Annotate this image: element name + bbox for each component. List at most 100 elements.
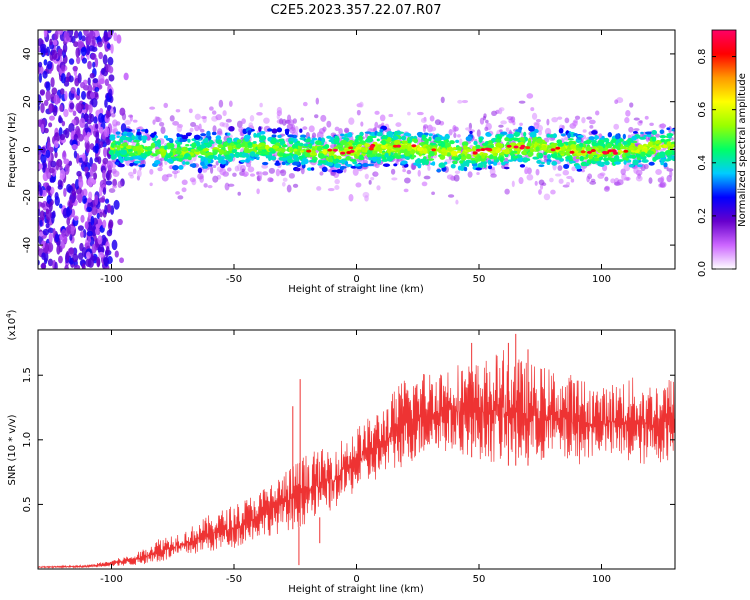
noise-blob [85, 34, 91, 46]
band-blob [284, 153, 290, 157]
band-blob [613, 161, 621, 165]
halo-blob [616, 179, 624, 186]
band-peak [520, 144, 526, 148]
band-blob [376, 132, 383, 137]
band-blob [322, 145, 330, 149]
halo-blob [256, 171, 260, 176]
band-blob [115, 131, 121, 135]
band-blob [443, 161, 448, 165]
band-blob [577, 136, 582, 140]
noise-blob [84, 122, 89, 133]
band-blob [366, 137, 374, 143]
halo-blob [215, 114, 223, 121]
noise-blob [92, 61, 96, 68]
halo-blob [256, 188, 260, 195]
halo-blob [581, 117, 586, 124]
band-blob [640, 151, 646, 157]
band-blob [639, 136, 647, 140]
band-blob [401, 135, 407, 141]
halo-blob [188, 108, 193, 114]
band-blob [335, 137, 340, 142]
band-blob [646, 150, 655, 155]
band-blob [113, 145, 121, 148]
band-blob [339, 166, 344, 171]
band-blob [126, 132, 134, 138]
band-blob [129, 162, 134, 167]
band-blob [358, 140, 366, 144]
noise-blob [66, 224, 72, 235]
halo-blob [505, 127, 510, 132]
noise-blob [99, 211, 103, 218]
halo-blob [319, 171, 324, 176]
noise-blob [41, 262, 47, 269]
band-blob [659, 129, 665, 134]
noise-blob [62, 150, 66, 158]
band-blob [462, 145, 469, 150]
halo-blob [589, 180, 597, 185]
band-blob [338, 147, 345, 151]
noise-blob [111, 239, 118, 251]
noise-blob [102, 157, 109, 165]
band-blob [218, 149, 225, 155]
band-blob [203, 137, 209, 144]
halo-blob [539, 184, 544, 190]
band-blob [597, 162, 605, 167]
halo-blob [446, 174, 454, 180]
noise-blob [51, 49, 58, 61]
halo-blob [217, 128, 223, 135]
halo-blob [222, 110, 227, 117]
noise-blob [48, 168, 55, 174]
band-blob [598, 156, 604, 161]
halo-blob [149, 168, 154, 175]
halo-blob [374, 110, 380, 115]
band-blob [643, 134, 647, 138]
halo-blob [633, 117, 640, 121]
noise-blob [106, 43, 111, 49]
band-blob [119, 145, 124, 148]
halo-blob [311, 132, 317, 139]
halo-blob [417, 169, 421, 177]
noise-blob [112, 178, 118, 187]
noise-blob [69, 199, 73, 210]
spectrogram-y-tick-label: 20 [22, 95, 33, 108]
halo-blob [648, 177, 653, 184]
band-blob [235, 143, 242, 149]
noise-blob [50, 77, 55, 88]
halo-blob [499, 129, 503, 133]
halo-blob [485, 119, 489, 124]
band-blob [185, 144, 190, 147]
band-blob [659, 134, 667, 139]
band-blob [482, 152, 488, 156]
band-blob [181, 135, 189, 140]
band-blob [655, 140, 660, 144]
band-blob [311, 137, 318, 141]
band-blob [379, 128, 384, 133]
halo-blob [261, 164, 269, 169]
band-blob [441, 167, 446, 171]
band-blob [594, 135, 600, 140]
halo-blob [402, 168, 407, 173]
noise-blob [70, 87, 76, 94]
noise-blob [81, 90, 87, 100]
noise-blob [89, 167, 94, 178]
band-blob [504, 137, 510, 142]
halo-blob [454, 170, 461, 174]
halo-blob [352, 168, 359, 176]
noise-blob [88, 104, 93, 114]
noise-blob [102, 187, 107, 195]
band-blob [448, 146, 453, 152]
band-blob [271, 134, 277, 138]
halo-blob [661, 123, 666, 130]
band-blob [304, 151, 311, 158]
halo-blob [218, 99, 224, 108]
noise-blob [69, 234, 73, 241]
noise-blob [79, 117, 86, 129]
noise-blob [48, 232, 53, 244]
band-blob [295, 157, 300, 163]
snr-multiplier-label: (x104) [5, 309, 18, 340]
halo-blob [550, 189, 556, 195]
band-peak [348, 146, 354, 150]
colorbar-axis: 0.0 0.2 0.4 0.6 0.8 [697, 49, 736, 277]
halo-blob [370, 176, 375, 181]
band-peak [569, 150, 575, 154]
